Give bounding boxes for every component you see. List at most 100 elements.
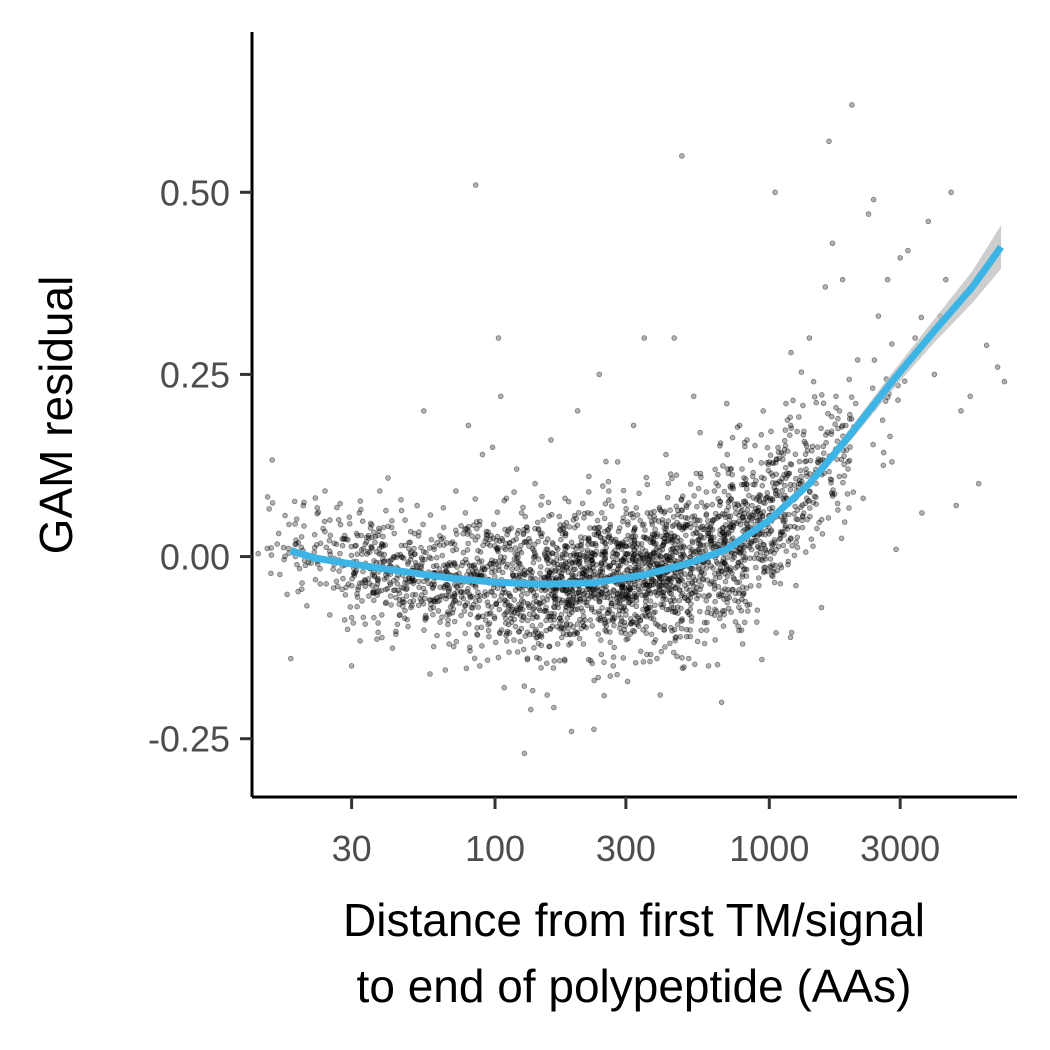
data-point (430, 584, 437, 590)
data-point (820, 450, 827, 457)
data-point (648, 534, 655, 541)
data-point (707, 535, 714, 542)
data-point (681, 594, 688, 601)
data-point (765, 461, 772, 468)
data-point (589, 541, 595, 548)
data-point (335, 516, 342, 523)
data-point (771, 579, 778, 586)
data-point (740, 528, 746, 534)
data-point (453, 488, 459, 494)
data-point (841, 453, 847, 459)
data-point (479, 613, 486, 620)
data-point (654, 622, 661, 628)
data-point (292, 521, 298, 527)
data-point (581, 623, 587, 629)
data-point (557, 555, 564, 561)
data-point (715, 568, 722, 574)
data-point (573, 551, 580, 558)
data-point (515, 607, 521, 613)
data-point (445, 593, 452, 599)
data-point (625, 599, 632, 606)
data-point (723, 400, 730, 407)
data-point (549, 550, 556, 557)
data-point (672, 541, 678, 547)
data-point (418, 598, 425, 604)
data-point (564, 563, 570, 570)
data-point (606, 607, 613, 614)
data-point (463, 525, 469, 532)
data-point (598, 572, 604, 579)
data-point (741, 619, 748, 626)
data-point (562, 559, 569, 565)
data-point (626, 599, 633, 605)
data-point (741, 481, 748, 488)
data-point (543, 627, 549, 634)
data-point (875, 313, 882, 319)
data-point (644, 605, 651, 612)
data-point (554, 641, 561, 647)
data-point (750, 495, 757, 501)
data-point (551, 586, 557, 593)
data-point (304, 602, 310, 609)
data-point (642, 603, 649, 609)
data-point (599, 551, 606, 558)
data-point (502, 601, 509, 608)
data-point (507, 615, 514, 622)
data-point (563, 543, 570, 549)
data-point (744, 608, 751, 614)
data-point (641, 585, 648, 592)
data-point (602, 500, 609, 507)
data-point (370, 597, 377, 604)
data-point (661, 510, 667, 516)
data-point (418, 561, 425, 567)
data-point (465, 422, 472, 429)
data-point (500, 586, 507, 593)
data-point (484, 657, 491, 663)
data-point (434, 632, 440, 639)
data-point (595, 587, 601, 594)
data-point (423, 549, 429, 556)
data-point (569, 587, 576, 594)
data-point (742, 443, 748, 450)
data-point (623, 510, 630, 517)
data-point (416, 584, 422, 591)
data-point (373, 589, 380, 596)
data-point (771, 484, 777, 491)
data-point (724, 466, 731, 472)
data-point (919, 510, 925, 516)
data-point (574, 597, 580, 604)
data-point (588, 604, 595, 611)
data-point (788, 461, 795, 468)
data-point (430, 578, 437, 585)
data-point (838, 424, 845, 430)
data-point (643, 474, 650, 481)
data-point (689, 539, 696, 546)
data-point (640, 555, 647, 562)
data-point (688, 549, 694, 555)
data-point (398, 553, 405, 560)
data-point (437, 593, 444, 600)
data-point (562, 543, 568, 549)
data-point (650, 581, 657, 588)
data-point (663, 553, 669, 560)
data-point (828, 476, 835, 483)
data-point (701, 640, 708, 647)
data-point (694, 530, 700, 537)
data-point (695, 541, 702, 547)
data-point (673, 472, 680, 478)
data-point (674, 576, 681, 583)
data-point (559, 587, 566, 594)
data-point (675, 511, 681, 518)
data-point (544, 536, 551, 542)
data-point (430, 604, 437, 611)
data-point (447, 604, 454, 610)
data-point (566, 602, 572, 608)
data-point (741, 510, 748, 517)
data-point (583, 571, 590, 578)
data-point (678, 605, 684, 612)
data-point (709, 526, 716, 533)
data-point (715, 495, 721, 502)
data-point (743, 520, 750, 527)
data-point (518, 549, 525, 556)
data-point (578, 538, 585, 545)
